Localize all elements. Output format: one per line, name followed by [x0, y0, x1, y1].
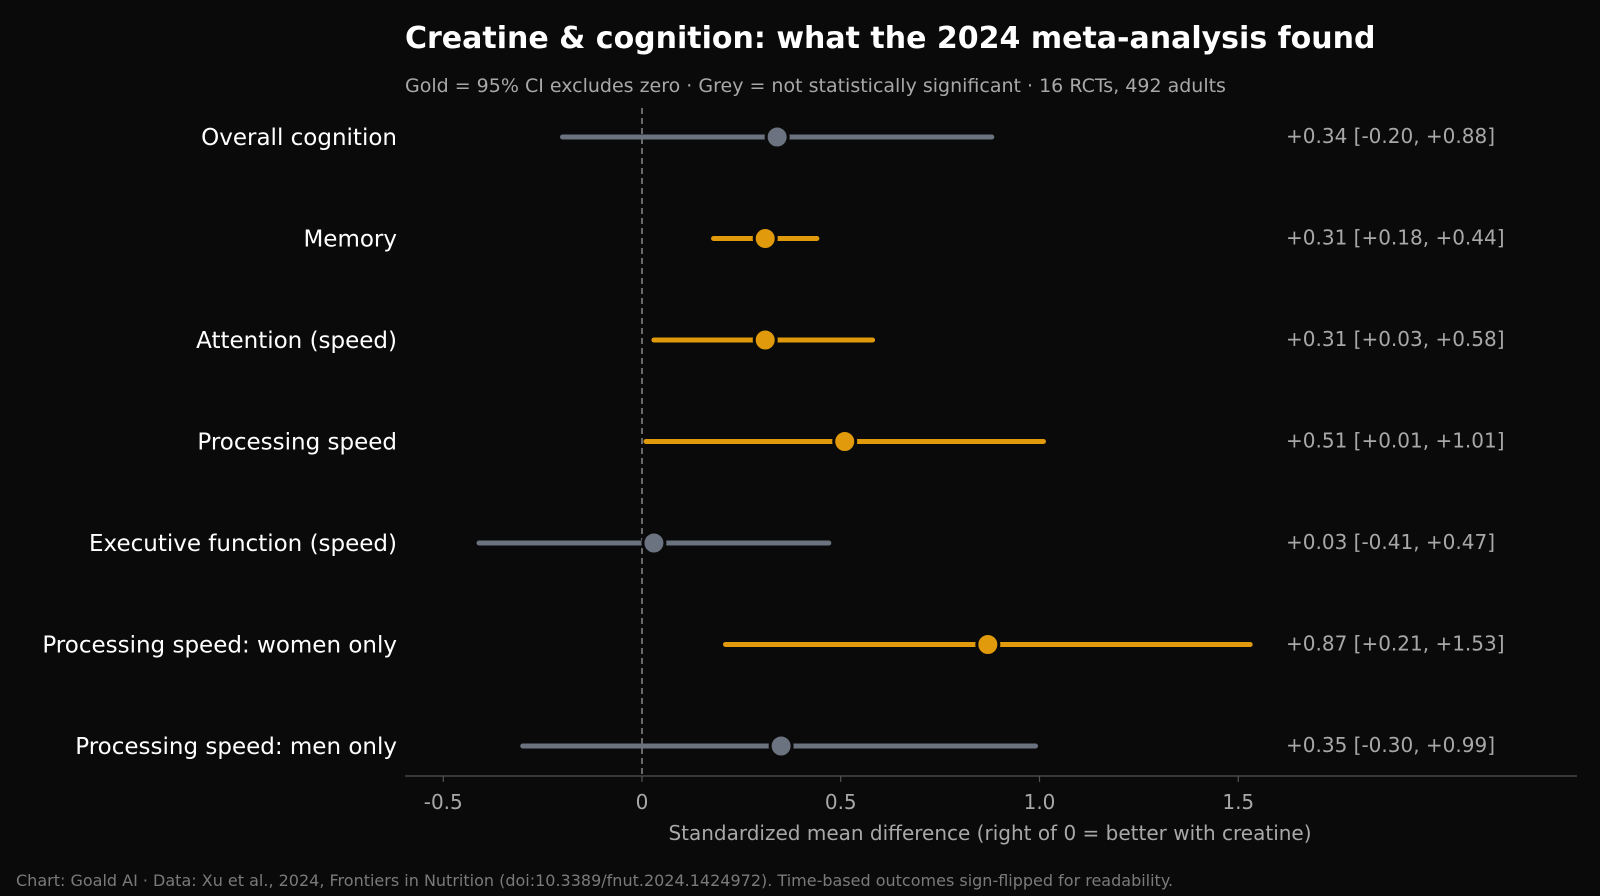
outcome-label-executive-function-speed: Executive function (speed)	[89, 531, 397, 557]
outcome-label-processing-speed: Processing speed	[197, 430, 397, 456]
estimate-point-attention-speed	[752, 327, 778, 353]
plot-area: Overall cognition +0.34 [-0.20, +0.88] Mem…	[42, 108, 1577, 814]
outcome-label-attention-speed: Attention (speed)	[196, 328, 397, 354]
estimate-point-processing-speed	[832, 429, 858, 454]
estimate-annotation-memory: +0.31 [+0.18, +0.44]	[1286, 226, 1505, 250]
estimate-annotation-attention-speed: +0.31 [+0.03, +0.58]	[1286, 327, 1505, 351]
estimate-point-overall-cognition	[764, 124, 790, 150]
x-tick-label: 0.5	[825, 790, 857, 814]
estimate-annotation-processing-speed: +0.51 [+0.01, +1.01]	[1286, 429, 1505, 453]
outcome-label-memory: Memory	[303, 227, 397, 253]
estimate-annotation-executive-function-speed: +0.03 [-0.41, +0.47]	[1286, 530, 1495, 554]
estimate-point-processing-speed-men-only	[768, 733, 794, 759]
chart-title: Creatine & cognition: what the 2024 meta…	[405, 21, 1375, 56]
x-axis-label: Standardized mean difference (right of 0…	[668, 821, 1311, 845]
x-tick-label: -0.5	[424, 790, 463, 814]
estimate-point-executive-function-speed	[641, 530, 667, 556]
estimate-point-memory	[752, 226, 778, 251]
x-tick-label: 1.5	[1222, 790, 1254, 814]
estimate-annotation-overall-cognition: +0.34 [-0.20, +0.88]	[1286, 124, 1495, 148]
outcome-label-processing-speed-men-only: Processing speed: men only	[75, 734, 397, 760]
outcome-label-overall-cognition: Overall cognition	[201, 125, 397, 151]
estimate-annotation-processing-speed-women-only: +0.87 [+0.21, +1.53]	[1286, 632, 1505, 656]
estimate-annotation-processing-speed-men-only: +0.35 [-0.30, +0.99]	[1286, 733, 1495, 757]
chart-footer: Chart: Goald AI · Data: Xu et al., 2024,…	[16, 871, 1173, 890]
estimate-point-processing-speed-women-only	[975, 632, 1001, 657]
outcome-label-processing-speed-women-only: Processing speed: women only	[42, 633, 397, 659]
x-tick-label: 1.0	[1024, 790, 1056, 814]
x-tick-label: 0	[636, 790, 649, 814]
chart-subtitle: Gold = 95% CI excludes zero · Grey = not…	[405, 75, 1226, 97]
